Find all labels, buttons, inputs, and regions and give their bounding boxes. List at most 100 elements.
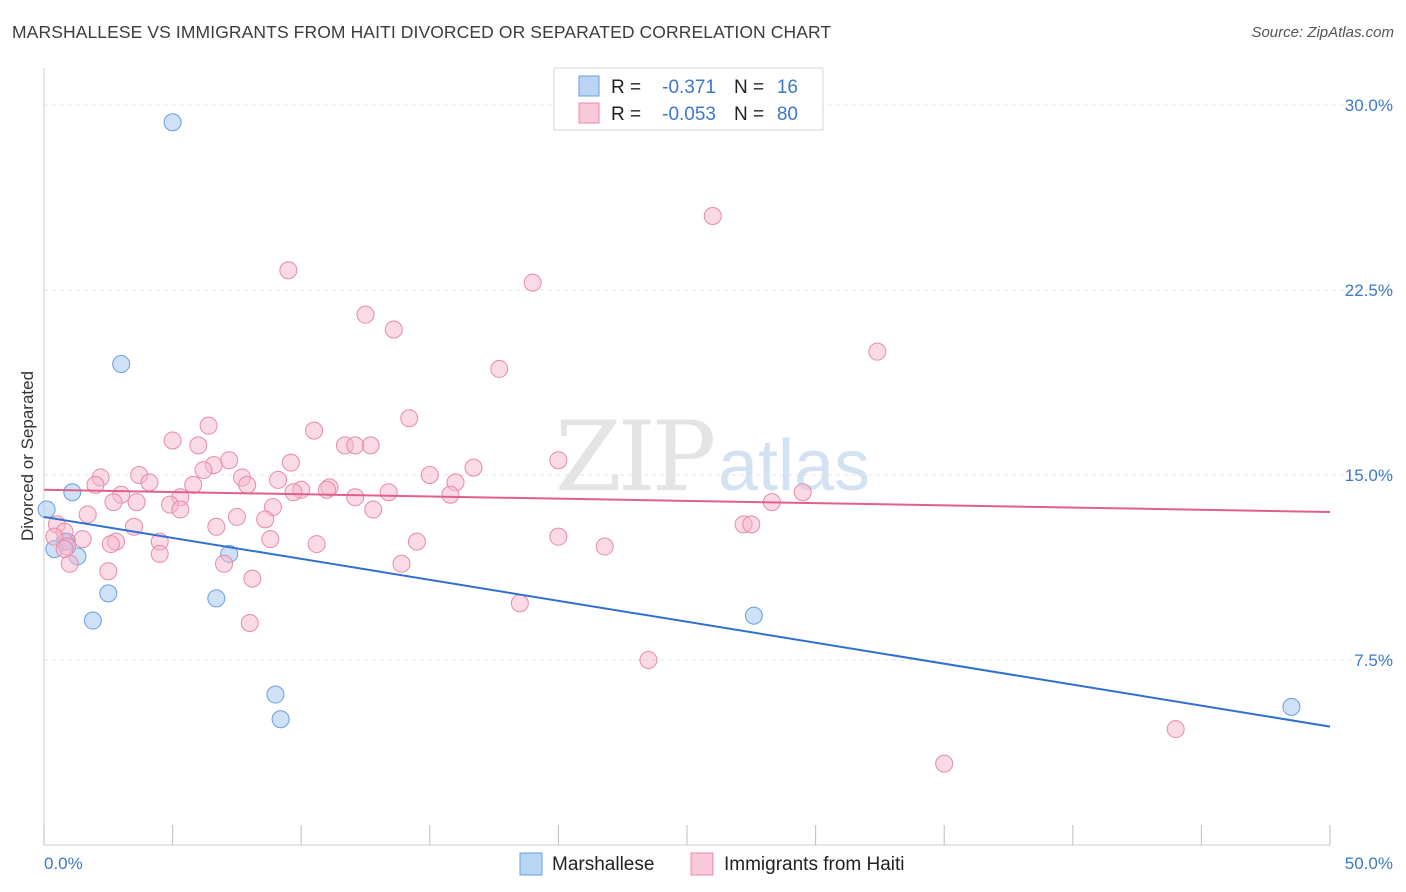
y-tick-label-0: 7.5% bbox=[1354, 651, 1393, 670]
marshallese-point-2 bbox=[63, 483, 82, 502]
haiti-point-4 bbox=[384, 320, 403, 339]
marshallese-point-13 bbox=[266, 685, 285, 704]
haiti-point-26 bbox=[140, 473, 159, 492]
points-layer bbox=[37, 113, 1301, 773]
haiti-point-14 bbox=[346, 436, 365, 455]
series-legend: Marshallese Immigrants from Haiti bbox=[519, 852, 905, 876]
marshallese-point-0 bbox=[163, 113, 182, 132]
legend-swatch-haiti bbox=[578, 102, 600, 124]
haiti-point-7 bbox=[400, 409, 419, 428]
marshallese-point-3 bbox=[37, 500, 56, 519]
haiti-point-69 bbox=[392, 554, 411, 573]
haiti-point-75 bbox=[240, 614, 259, 632]
legend-n-label-1: N = bbox=[734, 77, 764, 98]
haiti-point-34 bbox=[284, 483, 303, 502]
haiti-point-64 bbox=[407, 532, 426, 551]
haiti-point-8 bbox=[199, 416, 218, 435]
marshallese-point-15 bbox=[1282, 697, 1301, 716]
haiti-point-51 bbox=[207, 517, 226, 536]
marshallese-point-10 bbox=[207, 589, 226, 608]
haiti-point-47 bbox=[364, 500, 383, 519]
legend-n-value-2: 80 bbox=[777, 104, 798, 125]
bottom-legend-swatch-haiti bbox=[690, 852, 714, 876]
x-tick-label-min: 0.0% bbox=[44, 854, 83, 873]
haiti-point-21 bbox=[420, 466, 439, 484]
haiti-point-20 bbox=[464, 458, 483, 477]
haiti-point-25 bbox=[269, 470, 288, 489]
marshallese-trend-line bbox=[43, 515, 1331, 728]
chart-title: MARSHALLESE VS IMMIGRANTS FROM HAITI DIV… bbox=[12, 22, 832, 42]
haiti-point-45 bbox=[171, 500, 190, 519]
legend-r-value-2: -0.053 bbox=[662, 104, 716, 125]
haiti-point-37 bbox=[441, 485, 460, 504]
x-tick-layer bbox=[43, 825, 1331, 845]
haiti-point-49 bbox=[227, 507, 246, 526]
haiti-point-10 bbox=[163, 431, 182, 450]
haiti-trend-line bbox=[43, 488, 1331, 513]
legend-n-value-1: 16 bbox=[777, 77, 798, 98]
haiti-point-58 bbox=[549, 527, 568, 546]
haiti-point-0 bbox=[703, 207, 722, 225]
haiti-point-50 bbox=[256, 510, 275, 529]
haiti-point-35 bbox=[379, 483, 398, 502]
haiti-point-71 bbox=[215, 554, 234, 573]
haiti-point-11 bbox=[189, 436, 208, 455]
marshallese-point-14 bbox=[271, 710, 290, 729]
legend-r-value-1: -0.371 bbox=[662, 77, 716, 98]
legend-r-label-1: R = bbox=[611, 77, 641, 98]
legend-swatch-marshallese bbox=[578, 75, 600, 97]
marshallese-point-9 bbox=[99, 584, 118, 603]
watermark: ZIP atlas bbox=[555, 401, 870, 513]
watermark-zip: ZIP bbox=[555, 401, 714, 513]
haiti-point-63 bbox=[101, 535, 120, 554]
haiti-point-16 bbox=[549, 451, 568, 470]
haiti-point-2 bbox=[523, 273, 542, 292]
haiti-point-59 bbox=[261, 530, 280, 549]
haiti-point-79 bbox=[55, 540, 74, 558]
haiti-point-41 bbox=[104, 493, 123, 512]
bottom-legend-swatch-marshallese bbox=[519, 852, 543, 876]
haiti-point-3 bbox=[356, 305, 375, 324]
y-axis-label: Divorced or Separated bbox=[18, 371, 37, 541]
haiti-point-76 bbox=[639, 651, 658, 669]
haiti-point-9 bbox=[305, 421, 324, 440]
stats-legend: R = -0.371 N = 16 R = -0.053 N = 80 bbox=[553, 67, 824, 131]
haiti-point-53 bbox=[742, 515, 761, 534]
haiti-point-30 bbox=[238, 475, 257, 494]
haiti-point-78 bbox=[935, 754, 954, 773]
haiti-point-42 bbox=[346, 488, 365, 507]
bottom-legend-label-marshallese: Marshallese bbox=[552, 854, 654, 875]
haiti-point-15 bbox=[220, 451, 239, 470]
marshallese-point-12 bbox=[744, 606, 763, 625]
haiti-point-65 bbox=[307, 535, 326, 554]
marshallese-point-1 bbox=[112, 355, 131, 373]
haiti-point-19 bbox=[281, 453, 300, 472]
bottom-legend-label-haiti: Immigrants from Haiti bbox=[724, 854, 905, 875]
legend-r-label-2: R = bbox=[611, 104, 641, 125]
haiti-point-1 bbox=[279, 261, 298, 280]
haiti-point-27 bbox=[86, 475, 105, 494]
haiti-point-6 bbox=[490, 359, 509, 378]
haiti-point-57 bbox=[45, 527, 64, 546]
haiti-point-43 bbox=[793, 483, 812, 502]
haiti-point-68 bbox=[150, 544, 169, 563]
haiti-point-60 bbox=[73, 530, 92, 549]
haiti-point-39 bbox=[127, 493, 146, 512]
y-tick-label-1: 15.0% bbox=[1345, 466, 1393, 485]
haiti-point-31 bbox=[184, 475, 203, 494]
chart-source: Source: ZipAtlas.com bbox=[1251, 24, 1394, 41]
haiti-point-77 bbox=[1166, 720, 1185, 739]
y-tick-label-2: 22.5% bbox=[1345, 281, 1393, 300]
haiti-point-18 bbox=[194, 461, 213, 480]
y-tick-label-3: 30.0% bbox=[1345, 96, 1393, 115]
x-tick-label-max: 50.0% bbox=[1345, 854, 1393, 873]
trend-layer bbox=[43, 488, 1331, 728]
legend-n-label-2: N = bbox=[734, 104, 764, 125]
haiti-point-48 bbox=[78, 505, 97, 524]
haiti-point-74 bbox=[510, 594, 529, 613]
haiti-point-66 bbox=[595, 537, 614, 556]
haiti-point-72 bbox=[99, 562, 118, 581]
haiti-point-73 bbox=[243, 569, 262, 588]
marshallese-point-11 bbox=[83, 611, 102, 630]
